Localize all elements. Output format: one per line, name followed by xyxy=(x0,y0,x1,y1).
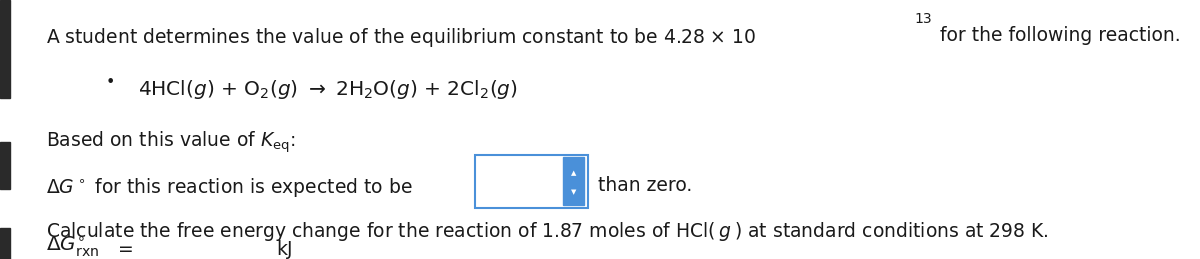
Text: =: = xyxy=(118,240,133,259)
Text: Calculate the free energy change for the reaction of 1.87 moles of HCl( $g$ ) at: Calculate the free energy change for the… xyxy=(46,220,1048,243)
Text: Based on this value of $K_{\mathrm{eq}}$:: Based on this value of $K_{\mathrm{eq}}$… xyxy=(46,130,295,155)
Bar xyxy=(0,0,10,98)
Text: $\Delta G^\circ$ for this reaction is expected to be: $\Delta G^\circ$ for this reaction is ex… xyxy=(46,176,412,199)
Text: $\Delta G^{\circ}_{\mathrm{rxn}}$: $\Delta G^{\circ}_{\mathrm{rxn}}$ xyxy=(46,235,98,259)
Text: 13: 13 xyxy=(914,12,932,26)
Text: for the following reaction.: for the following reaction. xyxy=(934,26,1181,45)
Text: •: • xyxy=(106,75,115,90)
Text: ▼: ▼ xyxy=(571,189,576,195)
Text: kJ: kJ xyxy=(276,240,293,259)
Bar xyxy=(563,157,584,205)
Text: than zero.: than zero. xyxy=(598,176,692,195)
FancyBboxPatch shape xyxy=(475,155,588,208)
Text: A student determines the value of the equilibrium constant to be 4.28 $\times$ 1: A student determines the value of the eq… xyxy=(46,26,756,49)
Bar xyxy=(0,142,10,189)
Bar xyxy=(0,228,10,259)
Text: ▲: ▲ xyxy=(571,170,576,177)
Text: 4HCl($g$) + O$_2$($g$) $\rightarrow$ 2H$_2$O($g$) + 2Cl$_2$($g$): 4HCl($g$) + O$_2$($g$) $\rightarrow$ 2H$… xyxy=(138,78,517,101)
